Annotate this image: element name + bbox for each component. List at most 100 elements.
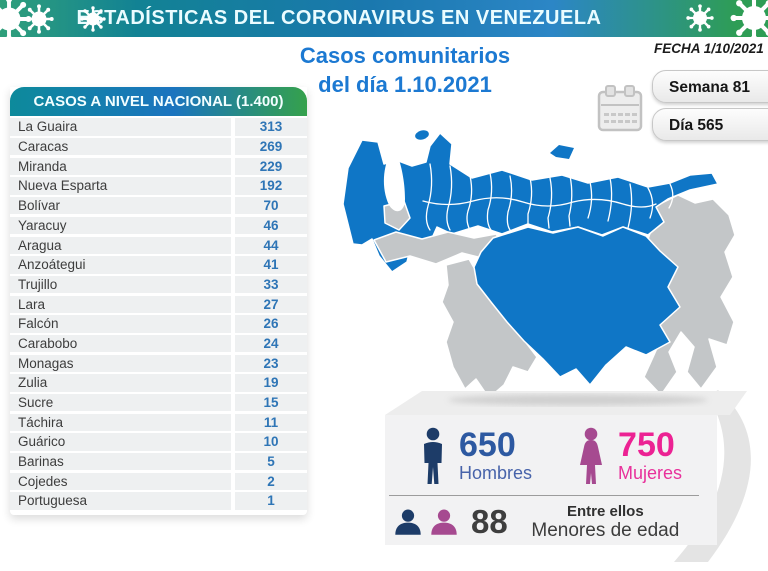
week-badge: Semana 81 [652, 70, 768, 103]
state-name-cell: Aragua [10, 236, 231, 254]
minors-count: 88 [471, 503, 508, 540]
state-name-cell: Anzoátegui [10, 256, 231, 274]
subtitle-line1: Casos comunitarios [299, 43, 511, 68]
lake-maracaibo [383, 148, 405, 212]
subtitle: Casos comunitarios del día 1.10.2021 [240, 41, 570, 99]
subtitle-line2: del día 1.10.2021 [318, 72, 492, 97]
state-cases-cell: 1 [235, 492, 307, 510]
table-row: Nueva Esparta 192 [10, 177, 307, 195]
table-row: Trujillo 33 [10, 275, 307, 294]
state-name-cell: Caracas [10, 138, 231, 156]
state-name-cell: Táchira [10, 413, 231, 431]
table-row: Sucre 15 [10, 394, 307, 412]
minors-label: Entre ellos Menores de edad [518, 503, 717, 541]
state-cases-cell: 11 [235, 413, 307, 431]
state-cases-cell: 229 [235, 157, 307, 176]
table-row: Carabobo 24 [10, 334, 307, 353]
table-row: La Guaira 313 [10, 118, 307, 136]
page-title: ESTADÍSTICAS DEL CORONAVIRUS EN VENEZUEL… [76, 7, 602, 29]
children-busts-icon [393, 509, 459, 535]
demographics-panel: 650 Hombres 750 Mujeres [385, 415, 717, 545]
table-row: Miranda 229 [10, 157, 307, 176]
virus-icon [730, 0, 768, 42]
state-name-cell: Trujillo [10, 275, 231, 294]
table-row: Barinas 5 [10, 453, 307, 471]
state-cases-cell: 44 [235, 236, 307, 254]
state-cases-cell: 26 [235, 315, 307, 333]
state-name-cell: Guárico [10, 433, 231, 451]
map-island [415, 130, 429, 140]
state-cases-cell: 70 [235, 197, 307, 215]
virus-icon [24, 4, 54, 34]
women-label: Mujeres [618, 463, 683, 483]
table-row: Yaracuy 46 [10, 216, 307, 235]
woman-icon [580, 427, 603, 484]
table-row: Aragua 44 [10, 236, 307, 254]
man-icon [424, 427, 442, 484]
women-count: 750 [618, 426, 675, 464]
state-name-cell: La Guaira [10, 118, 231, 136]
venezuela-map [342, 130, 736, 399]
stats-panel-backdrop [385, 390, 751, 562]
cases-table-title: CASOS A NIVEL NACIONAL (1.400) [10, 87, 307, 116]
state-name-cell: Monagas [10, 354, 231, 372]
table-row: Lara 27 [10, 295, 307, 313]
state-name-cell: Lara [10, 295, 231, 313]
state-cases-cell: 192 [235, 177, 307, 195]
map-region-bolivar-blue [473, 226, 681, 386]
table-row: Caracas 269 [10, 138, 307, 156]
state-name-cell: Cojedes [10, 472, 231, 491]
minors-label-bottom: Menores de edad [531, 520, 680, 541]
table-row: Táchira 11 [10, 413, 307, 431]
header-banner: ESTADÍSTICAS DEL CORONAVIRUS EN VENEZUEL… [0, 0, 768, 42]
gender-row: 650 Hombres 750 Mujeres [385, 421, 717, 491]
state-name-cell: Bolívar [10, 197, 231, 215]
virus-icon [686, 4, 714, 32]
state-cases-cell: 23 [235, 354, 307, 372]
state-name-cell: Sucre [10, 394, 231, 412]
men-count: 650 [459, 426, 516, 464]
table-row: Monagas 23 [10, 354, 307, 372]
table-row: Zulia 19 [10, 374, 307, 392]
table-row: Guárico 10 [10, 433, 307, 451]
state-cases-cell: 2 [235, 472, 307, 491]
men-group: 650 Hombres [417, 427, 532, 485]
state-cases-cell: 46 [235, 216, 307, 235]
state-cases-cell: 313 [235, 118, 307, 136]
women-group: 750 Mujeres [574, 427, 682, 485]
minors-label-top: Entre ellos [567, 503, 644, 520]
table-row: Falcón 26 [10, 315, 307, 333]
table-row: Bolívar 70 [10, 197, 307, 215]
calendar-icon [597, 85, 643, 132]
state-name-cell: Falcón [10, 315, 231, 333]
state-cases-cell: 269 [235, 138, 307, 156]
map-state-borders [422, 163, 674, 233]
men-label: Hombres [459, 463, 533, 483]
state-cases-cell: 24 [235, 334, 307, 353]
state-name-cell: Nueva Esparta [10, 177, 231, 195]
table-row: Anzoátegui 41 [10, 256, 307, 274]
state-cases-cell: 27 [235, 295, 307, 313]
table-row: Cojedes 2 [10, 472, 307, 491]
state-name-cell: Zulia [10, 374, 231, 392]
table-row: Portuguesa 1 [10, 492, 307, 510]
cases-table-body: La Guaira 313 Caracas 269 Miranda 229 Nueva Es… [10, 118, 307, 510]
state-name-cell: Miranda [10, 157, 231, 176]
state-cases-cell: 33 [235, 275, 307, 294]
map-island-margarita [550, 145, 574, 159]
state-cases-cell: 15 [235, 394, 307, 412]
panel-divider [389, 495, 699, 496]
state-cases-cell: 10 [235, 433, 307, 451]
state-name-cell: Barinas [10, 453, 231, 471]
day-badge: Día 565 [652, 108, 768, 141]
state-cases-cell: 5 [235, 453, 307, 471]
state-cases-cell: 41 [235, 256, 307, 274]
state-name-cell: Portuguesa [10, 492, 231, 510]
national-cases-card: CASOS A NIVEL NACIONAL (1.400) La Guaira… [10, 87, 307, 515]
minors-row: 88 Entre ellos Menores de edad [385, 500, 717, 544]
fecha-label: FECHA 1/10/2021 [654, 41, 764, 56]
virus-icon [80, 6, 106, 32]
state-cases-cell: 19 [235, 374, 307, 392]
state-name-cell: Yaracuy [10, 216, 231, 235]
